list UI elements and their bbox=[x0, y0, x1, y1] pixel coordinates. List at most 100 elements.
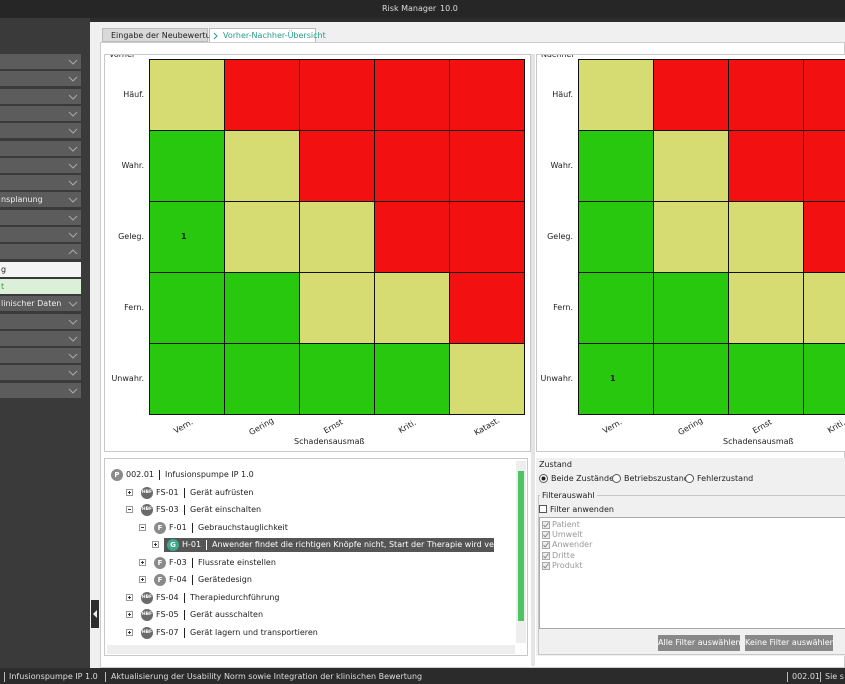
tab-active[interactable]: Vorher-Nachher-Übersicht bbox=[209, 28, 326, 42]
matrix-cell[interactable] bbox=[653, 130, 729, 202]
matrix-cell[interactable] bbox=[653, 59, 729, 131]
sidebar-item[interactable] bbox=[0, 330, 81, 346]
status-text: 002.01 bbox=[792, 672, 820, 681]
matrix-cell[interactable] bbox=[449, 343, 525, 415]
matrix-cell[interactable] bbox=[374, 59, 450, 131]
matrix-cell[interactable] bbox=[578, 343, 654, 415]
sidebar-item[interactable] bbox=[0, 209, 81, 225]
tree-item[interactable]: F F-03 Flussrate einstellen bbox=[105, 556, 515, 570]
matrix-cell[interactable] bbox=[578, 59, 654, 131]
matrix-cell[interactable] bbox=[803, 272, 845, 344]
matrix-cell[interactable] bbox=[578, 201, 654, 273]
matrix-cell[interactable] bbox=[149, 201, 225, 273]
x-axis-label: Schadensausmaß bbox=[294, 437, 365, 446]
sidebar-item[interactable] bbox=[0, 140, 81, 156]
matrix-cell[interactable] bbox=[449, 59, 525, 131]
button[interactable]: Alle Filter auswählen bbox=[658, 635, 741, 651]
scroll-thumb[interactable] bbox=[518, 471, 524, 621]
sidebar-item[interactable]: t bbox=[0, 278, 81, 294]
matrix-cell[interactable] bbox=[149, 272, 225, 344]
matrix-cell[interactable] bbox=[449, 272, 525, 344]
matrix-cell[interactable] bbox=[728, 272, 804, 344]
tree-item[interactable]: HBF FS-07 Gerät lagern und transportieren bbox=[105, 626, 515, 640]
sidebar-item[interactable] bbox=[0, 382, 81, 398]
matrix-cell[interactable] bbox=[803, 343, 845, 415]
collapse-handle[interactable] bbox=[91, 600, 99, 628]
matrix-cell[interactable] bbox=[149, 343, 225, 415]
tree-item[interactable]: P 002.01 Infusionspumpe IP 1.0 bbox=[105, 468, 515, 482]
sidebar-item[interactable] bbox=[0, 348, 81, 364]
tab[interactable]: Eingabe der Neubewertung bbox=[102, 28, 221, 42]
matrix-cell[interactable] bbox=[653, 201, 729, 273]
tree-item[interactable]: F F-04 Gerätedesign bbox=[105, 573, 515, 587]
matrix-cell[interactable] bbox=[653, 343, 729, 415]
sidebar-item[interactable] bbox=[0, 88, 81, 104]
matrix-cell[interactable] bbox=[653, 272, 729, 344]
tree-item[interactable]: G H-01 Anwender findet die richtigen Knöpf… bbox=[105, 538, 523, 552]
row-label: Geleg. bbox=[547, 231, 573, 241]
matrix-cell[interactable] bbox=[299, 59, 375, 131]
matrix-cell[interactable] bbox=[578, 272, 654, 344]
expander bbox=[139, 523, 146, 531]
sidebar-item[interactable] bbox=[0, 244, 81, 260]
matrix-cell[interactable] bbox=[224, 130, 300, 202]
matrix-cell[interactable] bbox=[728, 59, 804, 131]
matrix-cell[interactable] bbox=[224, 59, 300, 131]
badge: HBF bbox=[141, 591, 153, 604]
item-label: Gerät ausschalten bbox=[190, 610, 264, 619]
matrix-cell[interactable] bbox=[449, 201, 525, 273]
matrix-cell[interactable] bbox=[299, 272, 375, 344]
chevron bbox=[68, 179, 78, 187]
tree-item[interactable]: HBF FS-05 Gerät ausschalten bbox=[105, 608, 515, 622]
sidebar-item[interactable] bbox=[0, 227, 81, 242]
matrix-cell[interactable] bbox=[149, 130, 225, 202]
separator bbox=[159, 470, 160, 480]
checkbox bbox=[542, 541, 550, 550]
matrix-cell[interactable] bbox=[299, 201, 375, 273]
matrix-cell[interactable] bbox=[803, 59, 845, 131]
matrix-cell[interactable] bbox=[728, 201, 804, 273]
matrix-cell[interactable] bbox=[374, 272, 450, 344]
sidebar-item[interactable] bbox=[0, 157, 81, 173]
tree-item[interactable]: HBF FS-01 Gerät aufrüsten bbox=[105, 486, 515, 500]
sidebar-item[interactable] bbox=[0, 71, 81, 87]
matrix-cell[interactable] bbox=[449, 130, 525, 202]
sidebar-item[interactable] bbox=[0, 175, 81, 191]
matrix-cell[interactable] bbox=[374, 130, 450, 202]
matrix-cell[interactable] bbox=[299, 130, 375, 202]
status-text: Sie s bbox=[825, 672, 844, 681]
matrix-cell[interactable] bbox=[803, 130, 845, 202]
matrix-cell[interactable] bbox=[803, 201, 845, 273]
matrix-cell[interactable] bbox=[224, 272, 300, 344]
sidebar-item[interactable] bbox=[0, 123, 81, 139]
status-text: Infusionspumpe IP 1.0 bbox=[9, 672, 98, 681]
sidebar-item[interactable] bbox=[0, 313, 81, 329]
cell-count: 1 bbox=[181, 231, 187, 241]
checkbox bbox=[542, 561, 550, 570]
sidebar-item[interactable] bbox=[0, 365, 81, 381]
matrix-cell[interactable] bbox=[224, 343, 300, 415]
tree-item[interactable]: HBF FS-03 Gerät einschalten bbox=[105, 503, 515, 517]
matrix-cell[interactable] bbox=[149, 59, 225, 131]
sidebar-item[interactable]: g bbox=[0, 261, 81, 277]
matrix-cell[interactable] bbox=[374, 343, 450, 415]
matrix-cell[interactable] bbox=[728, 130, 804, 202]
tree-item[interactable]: F F-01 Gebrauchstauglichkeit bbox=[105, 521, 515, 535]
tree-item[interactable]: HBF FS-04 Therapiedurchführung bbox=[105, 591, 515, 605]
row-label: Wahr. bbox=[121, 160, 144, 170]
badge: HBF bbox=[141, 504, 153, 516]
matrix-cell[interactable] bbox=[728, 343, 804, 415]
matrix-cell[interactable] bbox=[299, 343, 375, 415]
sidebar-item[interactable]: nsplanung bbox=[0, 192, 81, 208]
button[interactable]: Keine Filter auswählen bbox=[745, 635, 835, 651]
chevron bbox=[68, 352, 78, 360]
row-label: Häuf. bbox=[552, 89, 573, 99]
sidebar-item[interactable] bbox=[0, 105, 81, 121]
sidebar-item[interactable] bbox=[0, 54, 81, 69]
sidebar-item[interactable]: linischer Daten bbox=[0, 296, 81, 312]
matrix-cell[interactable] bbox=[374, 201, 450, 273]
item-code: FS-03 bbox=[156, 505, 179, 514]
matrix-cell[interactable] bbox=[224, 201, 300, 273]
column-label: Kriti. bbox=[826, 417, 845, 436]
matrix-cell[interactable] bbox=[578, 130, 654, 202]
